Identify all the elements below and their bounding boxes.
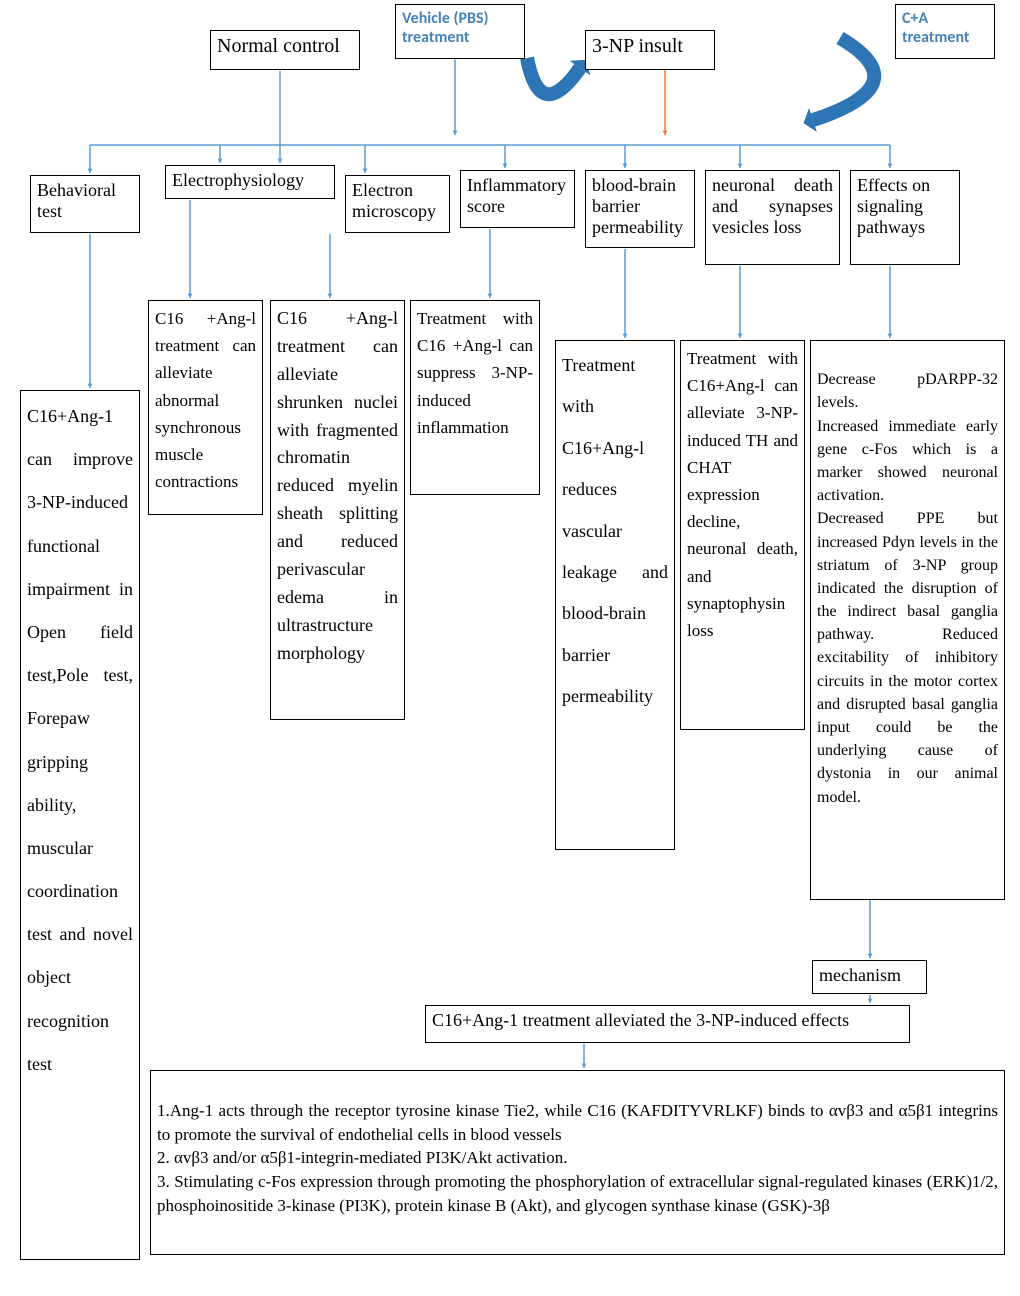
electrophys-label: Electrophysiology [172, 170, 304, 190]
normal-control-label: Normal control [217, 35, 340, 57]
effects-label: Effects on signaling pathways [857, 175, 930, 237]
bbb-box: blood-brain barrier permeability [585, 170, 695, 248]
detail-text: 1.Ang-1 acts through the receptor tyrosi… [157, 1101, 998, 1215]
summary-box: C16+Ang-1 treatment alleviated the 3-NP-… [425, 1005, 910, 1043]
effects-box: Effects on signaling pathways [850, 170, 960, 265]
inflammatory-label: Inflammatory score [467, 175, 566, 216]
behavioral-label: Behavioral test [37, 180, 116, 221]
bbb-label: blood-brain barrier permeability [592, 175, 683, 237]
behavioral-box: Behavioral test [30, 175, 140, 233]
ca-label: C+A treatment [902, 9, 969, 47]
electrophys-box: Electrophysiology [165, 165, 335, 199]
ca-box: C+A treatment [895, 4, 995, 59]
bbb-detail-box: Treatment with C16+Ang-l reduces vascula… [555, 340, 675, 850]
neuronal-label: neuronal death and synapses vesicles los… [712, 175, 833, 237]
effects-detail-box: Decrease pDARPP-32 levels. Increased imm… [810, 340, 1005, 900]
vehicle-box: Vehicle (PBS) treatment [395, 4, 525, 59]
neuronal-detail-box: Treatment with C16+Ang-l can alleviate 3… [680, 340, 805, 730]
summary-label: C16+Ang-1 treatment alleviated the 3-NP-… [432, 1010, 849, 1030]
electronmicro-box: Electron microscopy [345, 175, 450, 233]
insult-label: 3-NP insult [592, 35, 683, 57]
inflammatory-detail-box: Treatment with C16 +Ang-l can suppress 3… [410, 300, 540, 495]
effects-detail: Decrease pDARPP-32 levels. Increased imm… [817, 371, 998, 805]
mechanism-label: mechanism [819, 965, 901, 985]
mechanism-box: mechanism [812, 960, 927, 994]
neuronal-detail: Treatment with C16+Ang-l can alleviate 3… [687, 349, 798, 640]
normal-control-box: Normal control [210, 30, 360, 70]
behavioral-detail-box: C16+Ang-1 can improve 3-NP-induced funct… [20, 390, 140, 1260]
electronmicro-label: Electron microscopy [352, 180, 436, 221]
detail-box: 1.Ang-1 acts through the receptor tyrosi… [150, 1070, 1005, 1255]
insult-box: 3-NP insult [585, 30, 715, 70]
electrophys-detail: C16 +Ang-l treatment can alleviate abnor… [155, 309, 256, 491]
electrophys-detail-box: C16 +Ang-l treatment can alleviate abnor… [148, 300, 263, 515]
behavioral-detail: C16+Ang-1 can improve 3-NP-induced funct… [27, 406, 133, 1074]
neuronal-box: neuronal death and synapses vesicles los… [705, 170, 840, 265]
electronmicro-detail-box: C16 +Ang-l treatment can alleviate shrun… [270, 300, 405, 720]
electronmicro-detail: C16 +Ang-l treatment can alleviate shrun… [277, 308, 398, 663]
inflammatory-detail: Treatment with C16 +Ang-l can suppress 3… [417, 309, 533, 437]
bbb-detail: Treatment with C16+Ang-l reduces vascula… [562, 355, 668, 706]
inflammatory-box: Inflammatory score [460, 170, 575, 228]
vehicle-label: Vehicle (PBS) treatment [402, 9, 489, 47]
